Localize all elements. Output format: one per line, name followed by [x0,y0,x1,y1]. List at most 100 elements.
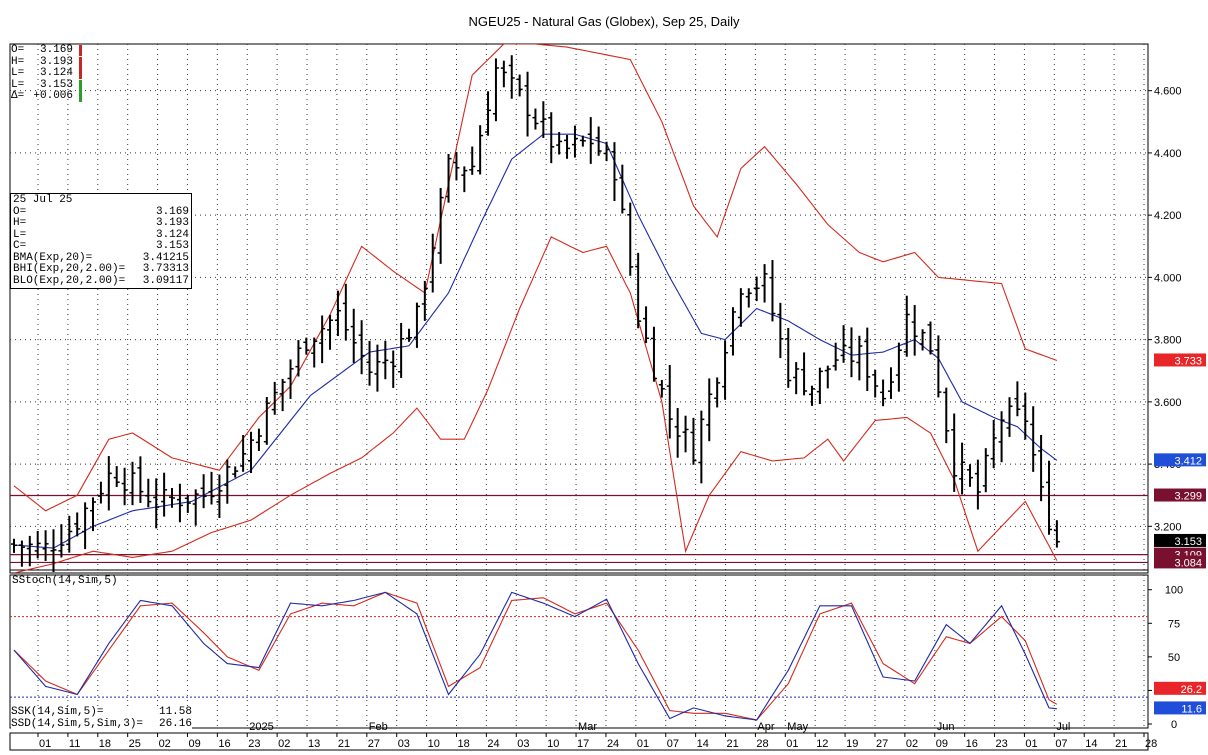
ohlc-bar [413,302,420,348]
bollinger-lower-line [13,236,1058,573]
ohlc-bar [42,530,49,561]
ohlc-bar [674,408,681,458]
stoch-tag-label: 11.6 [1181,703,1202,715]
ohlc-bar [350,308,357,363]
ohlc-bar [895,342,902,392]
ohlc-bar [26,535,33,567]
ohlc-bar [595,126,602,156]
ohlc-bar [935,335,942,398]
price-tag [1154,533,1206,547]
ohlc-bar [74,512,81,537]
ohlc-bar [279,378,286,412]
stoch-panel [9,574,1149,729]
ohlc-swatch [79,56,82,68]
date-box-row: BHI(Exp,20,2.00)= 3.73313 [13,263,189,276]
ohlc-value: 3.169 [39,44,73,56]
stoch-tag [1154,681,1206,695]
x-tick-label: 17 [577,738,589,750]
x-tick-label: 02 [906,738,918,750]
x-tick-label: 28 [1145,738,1157,750]
ohlc-bar [421,280,428,321]
price-series-group [11,44,1060,573]
ohlc-bar [271,381,278,415]
ohlc-bar [785,327,792,388]
ohlc-bar [18,540,25,567]
ohlc-bar [500,60,507,88]
ohlc-bar [105,456,112,511]
stoch-series-group [13,591,1058,721]
ohlc-bar [50,529,57,573]
y-tick-label: 3.600 [1154,397,1182,409]
ohlc-bar [382,340,389,380]
price-tag-label: 3.733 [1174,355,1202,367]
ohlc-bar [706,378,713,442]
x-tick-label: 24 [487,738,499,750]
ohlc-bar [548,112,555,164]
chart-title: NGEU25 - Natural Gas (Globex), Sep 25, D… [468,14,740,29]
ohlc-bar [82,502,89,550]
stoch-y-tick-label: 50 [1168,652,1180,664]
price-tag [1154,453,1206,467]
ohlc-swatch [79,79,82,91]
ohlc-bar [745,288,752,308]
ohlc-bar [793,362,800,395]
ohlc-bar [129,461,136,506]
x-tick-label: 24 [607,738,619,750]
ohlc-bar [1006,397,1013,437]
date-box-row: BMA(Exp,20)= 3.41215 [13,251,189,265]
ohlc-bar [872,370,879,398]
ohlc-bar [998,411,1005,463]
ohlc-bar [919,329,926,351]
y-tick-label: 4.000 [1154,272,1182,284]
ohlc-bar [816,367,823,405]
ohlc-bar [737,288,744,327]
ohlc-readout-row: H= 3.193 [11,56,82,69]
x-tick-label: 07 [667,738,679,750]
x-tick-label: 16 [966,738,978,750]
ohlc-bar [342,283,349,341]
x-tick-label: 23 [996,738,1008,750]
ohlc-value: 3.124 [39,67,73,79]
date-box-value: 3.153 [155,240,189,252]
ohlc-bar [564,134,571,159]
date-box-row: O= 3.169 [13,206,189,219]
ohlc-bar [469,146,476,175]
ohlc-bar [406,328,413,342]
stoch-info-box: SSK(14,Sim,5)= 11.58 SSD(14,Sim,5,Sim,3)= 2… [9,706,194,731]
date-box-value: 3.73313 [142,263,189,275]
ssk-line [13,591,1057,721]
ohlc-bar [390,350,397,388]
ohlc-bar [990,419,997,469]
price-tag [1154,488,1206,502]
stoch-box-row: SSD(14,Sim,5,Sim,3)= 26.16 [11,718,192,730]
ohlc-bar [801,352,808,396]
x-tick-label: 14 [1085,738,1097,750]
ohlc-bar [603,141,610,162]
ohlc-bar [287,359,294,399]
ohlc-bar [1038,435,1045,502]
ohlc-bar [311,337,318,368]
month-label: May [787,721,808,733]
ohlc-bar [263,396,270,445]
ssd-line [13,591,1058,721]
ohlc-bar [777,302,784,359]
ohlc-bar [880,379,887,407]
x-tick-label: 11 [69,738,80,750]
ohlc-bar [327,314,334,350]
x-tick-label: 27 [876,738,888,750]
ohlc-bar [1053,520,1060,548]
ohlc-bar [698,410,705,484]
date-box-date: 25 Jul 25 [13,194,73,206]
date-box-label: BMA(Exp,20)= [13,251,93,264]
x-tick-label: 09 [936,738,948,750]
date-box-row: C= 3.153 [13,240,189,253]
ohlc-bar [295,340,302,377]
ohlc-bar [808,385,815,406]
stoch-tag-label: 26.2 [1181,684,1202,696]
ohlc-bar [943,387,950,444]
x-tick-label: 13 [308,738,320,750]
x-tick-label: 28 [756,738,768,750]
ohlc-bar [658,379,665,398]
ohlc-bar [540,101,547,138]
